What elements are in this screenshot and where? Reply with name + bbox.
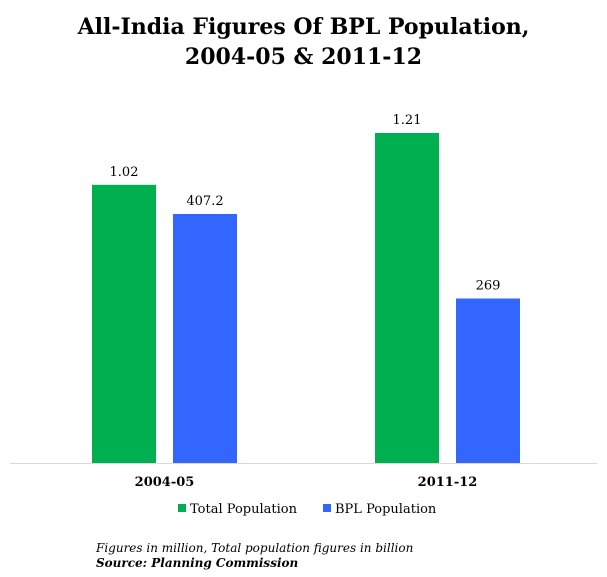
x-tick-label-2011-12: 2011-12 (418, 475, 478, 490)
x-tick-label-2004-05: 2004-05 (135, 475, 195, 490)
source-note: Source: Planning Commission (96, 556, 299, 570)
chart-title-line-2: 2004-05 & 2011-12 (184, 44, 423, 70)
legend-label-total-population: Total Population (190, 502, 298, 517)
data-label-total-population-2011-12: 1.21 (393, 113, 422, 128)
legend-swatch-total-population (178, 504, 186, 512)
chart-title: All-India Figures Of BPL Population, 200… (0, 12, 607, 72)
data-label-bpl-population-2011-12: 269 (476, 279, 501, 294)
bar-total-population-2011-12 (375, 133, 439, 463)
data-label-total-population-2004-05: 1.02 (110, 165, 139, 180)
units-note: Figures in million, Total population fig… (96, 541, 414, 555)
bar-total-population-2004-05 (92, 184, 156, 463)
bar-bpl-population-2011-12 (456, 298, 520, 463)
legend-label-bpl-population: BPL Population (335, 502, 437, 517)
chart-title-line-1: All-India Figures Of BPL Population, (77, 14, 530, 40)
bar-bpl-population-2004-05 (173, 214, 237, 463)
legend-swatch-bpl-population (323, 504, 331, 512)
data-label-bpl-population-2004-05: 407.2 (186, 194, 223, 209)
chart-notes: Figures in million, Total population fig… (96, 541, 413, 571)
